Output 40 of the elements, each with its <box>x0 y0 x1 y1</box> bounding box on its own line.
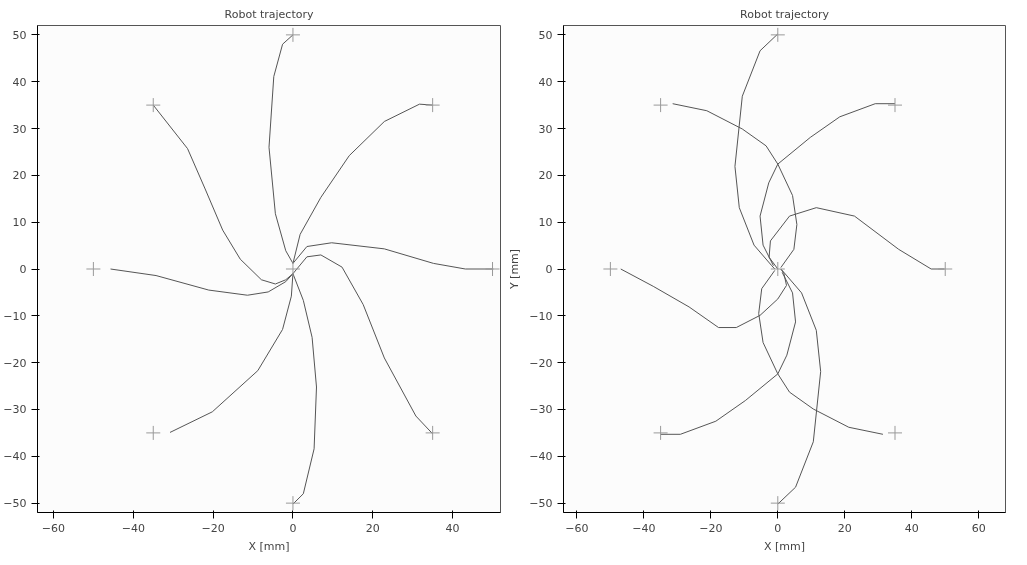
y-tick-label: −40 <box>529 450 553 464</box>
y-axis-title: Y [mm] <box>508 248 522 291</box>
x-tick-label: −40 <box>632 521 656 535</box>
x-tick-label: 40 <box>904 521 919 535</box>
chart-title: Robot trajectory <box>224 7 314 21</box>
y-tick-label: 40 <box>12 75 27 89</box>
x-tick-label: −20 <box>699 521 723 535</box>
y-tick-label: −30 <box>529 403 553 417</box>
x-tick-label: 0 <box>774 521 782 535</box>
x-tick-label: 0 <box>289 521 297 535</box>
y-tick-label: 30 <box>538 122 553 136</box>
y-tick-label: 50 <box>12 28 27 42</box>
x-axis-title: X [mm] <box>248 539 290 553</box>
x-tick-label: 60 <box>971 521 986 535</box>
y-tick-label: −10 <box>3 309 27 323</box>
y-tick-label: 0 <box>19 263 27 276</box>
x-tick-label: −60 <box>41 521 66 535</box>
y-tick-label: −40 <box>3 450 27 464</box>
x-tick-label: 40 <box>445 521 460 535</box>
y-tick-label: 0 <box>545 263 553 276</box>
y-tick-label: −20 <box>3 356 27 370</box>
y-tick-label: 30 <box>12 122 27 136</box>
y-tick-label: −20 <box>529 356 553 370</box>
y-tick-label: 40 <box>538 75 553 89</box>
x-tick-label: −60 <box>565 521 589 535</box>
chart-title: Robot trajectory <box>740 7 830 21</box>
y-tick-label: 20 <box>12 169 27 183</box>
x-axis-title: X [mm] <box>763 539 806 553</box>
y-tick-label: −30 <box>3 403 27 417</box>
y-tick-label: 10 <box>538 216 553 230</box>
y-tick-label: −10 <box>529 309 553 323</box>
x-tick-label: 20 <box>837 521 852 535</box>
x-tick-label: −40 <box>121 521 145 535</box>
x-tick-label: −20 <box>201 521 225 535</box>
x-tick-label: 20 <box>365 521 380 535</box>
y-tick-label: 10 <box>12 216 27 230</box>
y-tick-label: 50 <box>538 28 553 42</box>
y-tick-label: −50 <box>3 497 27 511</box>
y-tick-label: −50 <box>529 497 553 511</box>
y-tick-label: 20 <box>538 169 553 183</box>
